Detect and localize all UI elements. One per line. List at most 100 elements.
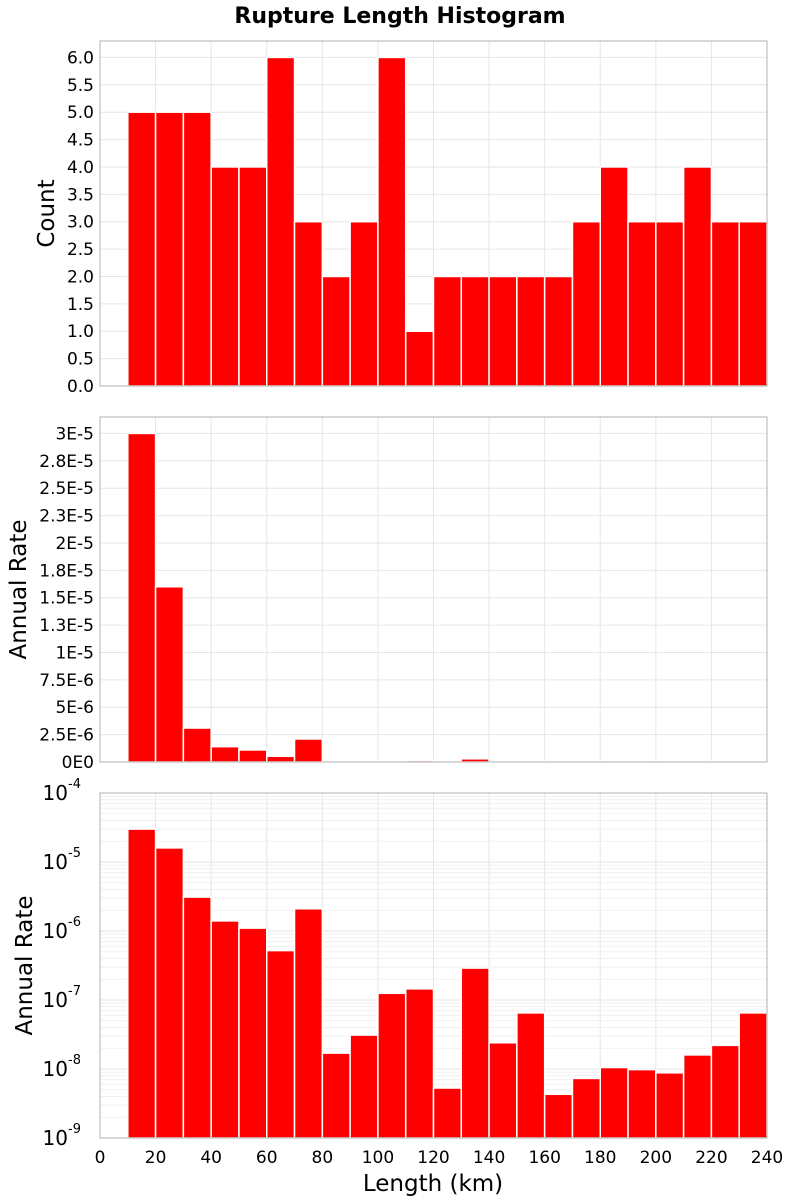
y-tick-label: 0.0 <box>67 377 94 397</box>
plot-frame <box>99 416 768 763</box>
y-tick-label: 10 <box>43 1057 68 1081</box>
y-tick-label: 1.0 <box>67 322 94 342</box>
y-tick-exponent: -7 <box>68 984 81 999</box>
y-tick-label: 4.5 <box>67 131 94 151</box>
bar-annual-rate-linear-60 <box>266 755 296 763</box>
y-axis-label: Annual Rate <box>12 896 38 1036</box>
y-tick-label: 7.5E-6 <box>39 671 94 691</box>
bar-annual-rate-linear-10 <box>127 432 157 763</box>
bar-count-170 <box>571 220 601 387</box>
y-tick-label: 2.5E-5 <box>39 479 94 499</box>
bar-annual-rate-log-60 <box>266 949 296 1139</box>
bar-count-20 <box>154 111 185 387</box>
x-tick-label: 200 <box>640 1148 672 1168</box>
y-tick-label: 10 <box>43 1126 68 1150</box>
bar-annual-rate-log-230 <box>738 1012 768 1139</box>
bar-count-150 <box>516 275 546 387</box>
bar-annual-rate-linear-20 <box>154 586 185 763</box>
panel-annual-rate-linear: 0E0 2.5E-6 5E-6 7.5E-6 1E-5 1.3E-5 1.5E-5 1.8E-… <box>6 416 768 773</box>
x-tick-label: 20 <box>145 1148 167 1168</box>
bar-annual-rate-log-180 <box>599 1066 629 1139</box>
y-tick-label: 3E-5 <box>55 424 94 444</box>
bar-count-130 <box>460 275 490 387</box>
bar-annual-rate-linear-70 <box>293 738 324 763</box>
bar-annual-rate-log-150 <box>516 1012 546 1139</box>
y-tick-label: 1.3E-5 <box>39 616 94 636</box>
bar-count-40 <box>210 166 240 387</box>
bar-count-200 <box>655 220 685 387</box>
bar-count-50 <box>238 166 268 387</box>
bar-annual-rate-log-140 <box>488 1042 518 1139</box>
y-axis-label: Count <box>34 179 60 247</box>
x-tick-label: 0 <box>95 1148 106 1168</box>
x-tick-label: 60 <box>256 1148 278 1168</box>
y-tick-label: 2.5 <box>67 240 94 260</box>
bar-count-80 <box>321 275 351 387</box>
x-tick-label: 160 <box>528 1148 560 1168</box>
y-tick-label: 2.3E-5 <box>39 507 94 527</box>
y-tick-label: 1.5 <box>67 295 94 315</box>
bar-annual-rate-log-210 <box>682 1054 713 1139</box>
bar-count-60 <box>266 56 296 387</box>
y-tick-label: 3.0 <box>67 213 94 233</box>
bar-annual-rate-log-160 <box>543 1093 574 1139</box>
x-tick-label: 180 <box>584 1148 616 1168</box>
bar-count-190 <box>627 220 657 387</box>
bar-annual-rate-linear-50 <box>238 749 268 763</box>
y-tick-label: 6.0 <box>67 48 94 68</box>
bar-count-100 <box>377 56 407 387</box>
x-tick-label: 240 <box>751 1148 783 1168</box>
bar-count-10 <box>127 111 157 387</box>
y-tick-label: 2.0 <box>67 267 94 287</box>
bar-count-90 <box>349 220 379 387</box>
bar-count-180 <box>599 166 629 387</box>
bar-count-110 <box>404 330 435 387</box>
y-tick-label: 5.0 <box>67 103 94 123</box>
bar-count-210 <box>682 166 713 387</box>
x-axis-label: Length (km) <box>363 1171 503 1197</box>
y-tick-label: 5.5 <box>67 76 94 96</box>
y-tick-label: 1.8E-5 <box>39 561 94 581</box>
bar-count-140 <box>488 275 518 387</box>
bar-annual-rate-log-20 <box>154 847 185 1139</box>
y-tick-label: 3.5 <box>67 185 94 205</box>
y-tick-label: 1E-5 <box>55 643 94 663</box>
x-tick-label: 220 <box>695 1148 727 1168</box>
y-tick-label: 10 <box>43 850 68 874</box>
y-tick-exponent: -6 <box>68 915 81 930</box>
bar-annual-rate-log-120 <box>432 1087 463 1139</box>
bar-annual-rate-log-80 <box>321 1052 351 1139</box>
y-tick-label: 10 <box>43 919 68 943</box>
bar-annual-rate-log-10 <box>127 828 157 1139</box>
bar-count-220 <box>710 220 740 387</box>
bar-annual-rate-log-170 <box>571 1077 601 1139</box>
bar-annual-rate-log-100 <box>377 992 407 1139</box>
bar-annual-rate-log-200 <box>655 1072 685 1139</box>
bar-annual-rate-linear-40 <box>210 745 240 763</box>
bar-annual-rate-log-220 <box>710 1044 740 1139</box>
y-tick-label: 5E-6 <box>55 698 94 718</box>
y-tick-label: 0E0 <box>62 753 94 773</box>
bar-annual-rate-log-50 <box>238 927 268 1139</box>
y-tick-label: 0.5 <box>67 350 94 370</box>
y-tick-label: 1.5E-5 <box>39 589 94 609</box>
y-tick-label: 2.5E-6 <box>39 726 94 746</box>
plot-frame <box>99 792 768 1139</box>
bar-annual-rate-linear-30 <box>182 727 212 763</box>
bar-count-230 <box>738 220 768 387</box>
y-tick-exponent: -5 <box>68 846 81 861</box>
bar-annual-rate-log-110 <box>404 988 435 1139</box>
bar-annual-rate-log-190 <box>627 1068 657 1139</box>
x-tick-label: 80 <box>312 1148 334 1168</box>
y-tick-exponent: -8 <box>68 1053 81 1068</box>
y-tick-exponent: -9 <box>68 1122 81 1137</box>
bar-count-30 <box>182 111 212 387</box>
y-tick-label: 2.8E-5 <box>39 452 94 472</box>
bar-annual-rate-log-90 <box>349 1034 379 1139</box>
y-tick-exponent: -4 <box>68 777 81 792</box>
panel-count: 0.0 0.5 1.0 1.5 2.0 2.5 3.0 3.5 4.0 4.5 5.0 5.5 6.0 C… <box>34 40 768 397</box>
bar-annual-rate-log-30 <box>182 896 212 1139</box>
